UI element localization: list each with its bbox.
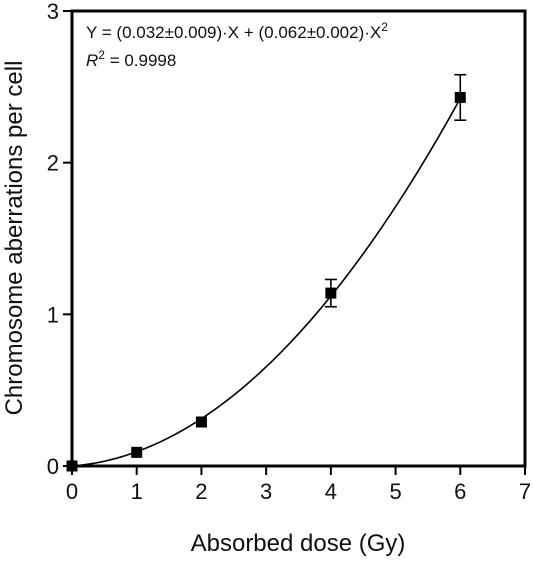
x-tick-label: 3 xyxy=(260,479,272,504)
data-point xyxy=(195,416,207,428)
data-point xyxy=(325,287,337,299)
y-tick-label: 0 xyxy=(47,454,59,479)
data-points xyxy=(66,73,467,472)
equation-annotation: Y = (0.032±0.009)·X + (0.062±0.002)·X2 xyxy=(86,20,388,42)
x-tick-label: 5 xyxy=(389,479,401,504)
x-axis-title: Absorbed dose (Gy) xyxy=(191,530,406,557)
y-axis-title: Chromosome aberrations per cell xyxy=(1,61,28,416)
y-tick-label: 1 xyxy=(47,302,59,327)
x-tick-label: 2 xyxy=(195,479,207,504)
data-point xyxy=(66,460,78,472)
fit-curve xyxy=(71,97,461,467)
plot-frame xyxy=(70,9,527,468)
r-squared-annotation: R2 = 0.9998 xyxy=(86,48,176,70)
y-tick-label: 2 xyxy=(47,151,59,176)
data-point xyxy=(131,446,143,458)
x-tick-label: 0 xyxy=(66,479,78,504)
x-tick-label: 4 xyxy=(325,479,337,504)
x-tick-label: 1 xyxy=(131,479,143,504)
x-tick-label: 7 xyxy=(519,479,531,504)
x-axis-ticks: 0 1 2 3 4 5 6 7 xyxy=(66,466,531,504)
y-tick-label: 3 xyxy=(47,0,59,24)
data-point xyxy=(454,91,466,103)
x-tick-label: 6 xyxy=(454,479,466,504)
y-axis-ticks: 0 1 2 3 xyxy=(47,0,72,479)
